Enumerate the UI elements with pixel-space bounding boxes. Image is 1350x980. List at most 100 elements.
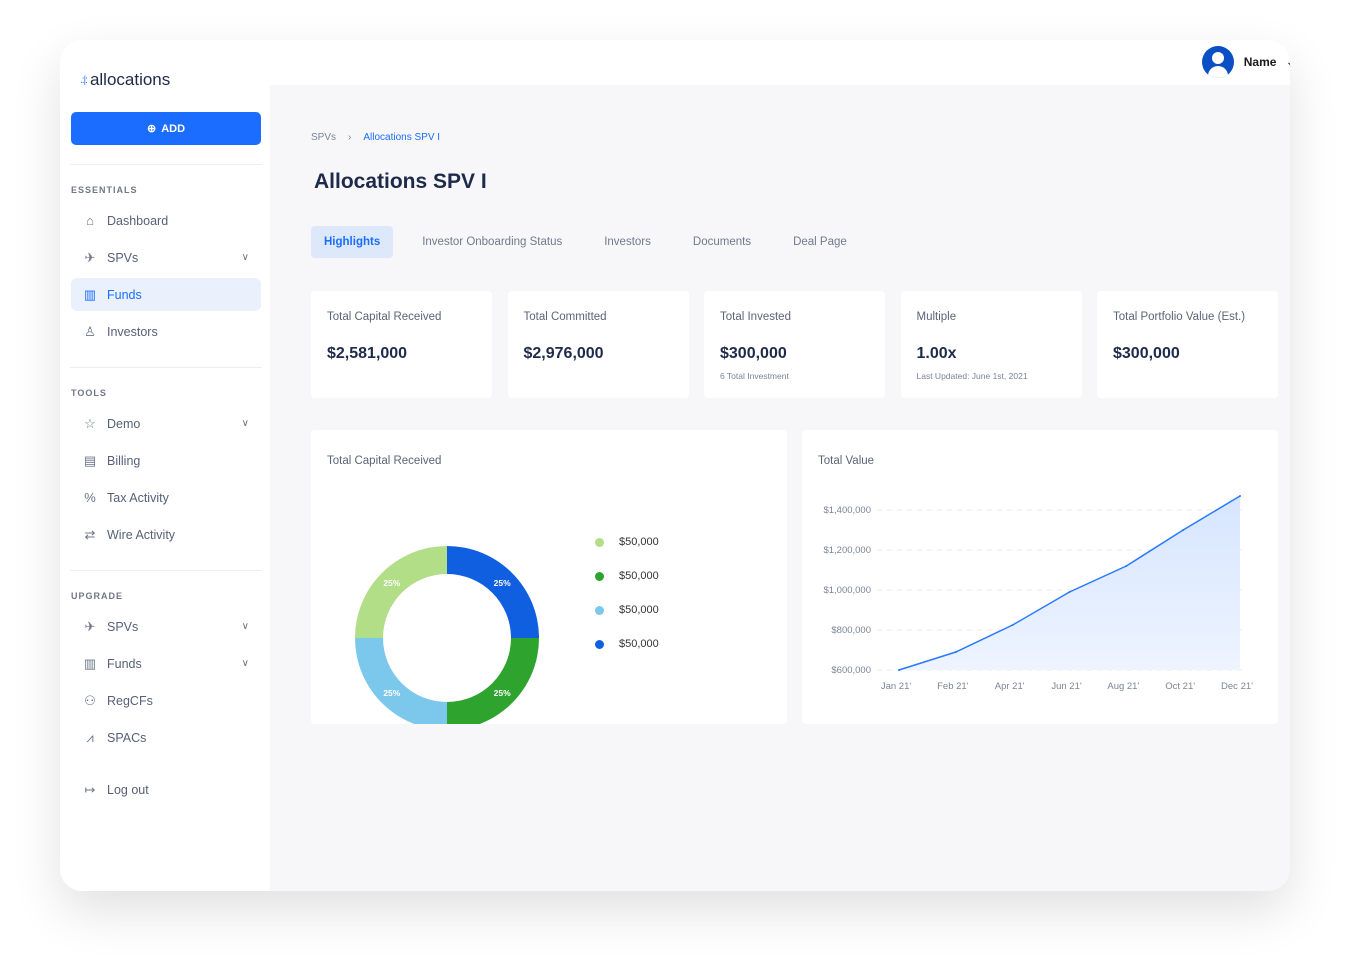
- stat-subtext: 6 Total Investment: [720, 371, 789, 381]
- tab-bar: Highlights Investor Onboarding Status Inve…: [311, 226, 876, 258]
- donut-slice[interactable]: [447, 546, 539, 638]
- data-point[interactable]: [1125, 565, 1128, 567]
- data-point[interactable]: [898, 669, 900, 671]
- user-menu[interactable]: Name ⌄: [1201, 46, 1290, 78]
- donut-slice[interactable]: [355, 638, 447, 724]
- breadcrumb-spvs[interactable]: SPVs: [311, 132, 337, 143]
- sidebar-item-funds[interactable]: ▥ Funds ∨: [71, 647, 261, 680]
- add-button[interactable]: ⊕ ADD: [71, 112, 261, 145]
- app-window: .:|: allocations ⊕ ADD ESSENTIALS ⌂ Dashboa…: [60, 40, 1290, 891]
- sidebar-item-tax-activity[interactable]: % Tax Activity: [71, 481, 261, 514]
- sidebar-item-label: Dashboard: [107, 213, 169, 228]
- data-point[interactable]: [1239, 495, 1241, 497]
- area-fill: [899, 496, 1240, 670]
- donut-slice[interactable]: [447, 638, 539, 724]
- rocket-icon: ✈: [84, 618, 96, 634]
- y-tick-label: $1,200,000: [823, 545, 871, 556]
- receipt-icon: ▤: [83, 452, 97, 468]
- stat-label: Multiple: [916, 311, 957, 323]
- slice-label: 25%: [383, 688, 400, 698]
- stat-card: Multiple 1.00x Last Updated: June 1st, 202…: [900, 291, 1082, 398]
- sidebar-item-label: RegCFs: [107, 693, 153, 708]
- sidebar-item-label: Investors: [107, 324, 158, 339]
- legend-dot: [595, 571, 604, 581]
- data-point[interactable]: [1182, 529, 1185, 531]
- x-tick-label: Apr 21': [995, 681, 1025, 692]
- sidebar-item-label: Tax Activity: [107, 490, 169, 505]
- logout-button[interactable]: ↦ Log out: [71, 773, 261, 806]
- page-title: Allocations SPV I: [314, 170, 487, 193]
- legend-dot: [595, 639, 604, 649]
- sidebar-item-label: Wire Activity: [107, 527, 176, 542]
- tab-deal-page[interactable]: Deal Page: [793, 236, 847, 248]
- sidebar-item-label: SPVs: [107, 619, 139, 634]
- chevron-down-icon: ⌄: [1286, 57, 1290, 68]
- stat-card: Total Capital Received $2,581,000: [311, 291, 492, 398]
- legend-value: $50,000: [619, 604, 659, 616]
- chart-title: Total Value: [818, 455, 875, 467]
- chevron-down-icon[interactable]: ∨: [241, 418, 249, 429]
- legend-item: $50,000: [595, 570, 659, 582]
- section-tools: TOOLS: [71, 388, 107, 398]
- tab-investor-onboarding-status[interactable]: Investor Onboarding Status: [422, 236, 563, 248]
- y-tick-label: $800,000: [831, 625, 871, 636]
- legend-value: $50,000: [619, 638, 659, 650]
- sidebar-item-label: Billing: [107, 453, 141, 468]
- section-upgrade: UPGRADE: [71, 591, 124, 601]
- section-essentials: ESSENTIALS: [71, 185, 138, 195]
- sidebar-item-label: Demo: [107, 416, 141, 431]
- divider: [70, 570, 262, 571]
- star-icon: ☆: [84, 415, 96, 431]
- sidebar-item-billing[interactable]: ▤ Billing: [71, 444, 261, 477]
- stat-card: Total Portfolio Value (Est.) $300,000: [1097, 291, 1278, 398]
- data-point[interactable]: [954, 651, 957, 653]
- sidebar-item-spacs[interactable]: ⩘ SPACs: [71, 721, 261, 754]
- sidebar-item-spvs[interactable]: ✈ SPVs ∨: [71, 241, 261, 274]
- sidebar-item-regcfs[interactable]: ⚇ RegCFs: [71, 684, 261, 717]
- data-point[interactable]: [1068, 591, 1071, 593]
- logo[interactable]: .:|: allocations: [80, 70, 170, 90]
- tab-investors[interactable]: Investors: [604, 236, 651, 248]
- x-tick-label: Aug 21': [1107, 681, 1139, 692]
- data-point[interactable]: [1011, 624, 1014, 626]
- user-icon: ♙: [84, 323, 96, 339]
- sidebar-item-demo[interactable]: ☆ Demo ∨: [71, 407, 261, 440]
- x-tick-label: Jun 21': [1051, 681, 1082, 692]
- chevron-down-icon[interactable]: ∨: [241, 621, 249, 632]
- legend-value: $50,000: [619, 536, 659, 548]
- legend-value: $50,000: [619, 570, 659, 582]
- stat-label: Total Portfolio Value (Est.): [1113, 311, 1246, 323]
- slice-label: 25%: [383, 578, 400, 588]
- user-name: Name: [1243, 55, 1277, 69]
- divider: [70, 367, 262, 368]
- tab-highlights[interactable]: Highlights: [311, 226, 394, 258]
- donut-slice[interactable]: [355, 546, 447, 638]
- legend-item: $50,000: [595, 604, 659, 616]
- area-chart: $600,000 $800,000 $1,000,000 $1,200,000 $1,4…: [823, 495, 1253, 692]
- sidebar-item-dashboard[interactable]: ⌂ Dashboard: [71, 204, 261, 237]
- chevron-down-icon[interactable]: ∨: [241, 658, 249, 669]
- x-tick-label: Dec 21': [1221, 681, 1253, 692]
- stat-value: $300,000: [1113, 345, 1180, 362]
- percent-icon: %: [84, 490, 96, 505]
- logo-icon: .:|:: [80, 74, 88, 86]
- chevron-down-icon[interactable]: ∨: [241, 252, 249, 263]
- stat-value: $2,976,000: [523, 345, 604, 362]
- building-icon: ▥: [83, 286, 97, 302]
- chevron-right-icon: ›: [348, 132, 352, 143]
- sidebar-item-wire-activity[interactable]: ⇄ Wire Activity: [71, 518, 261, 551]
- legend-dot: [595, 537, 604, 547]
- x-tick-label: Oct 21': [1165, 681, 1195, 692]
- sidebar-item-funds[interactable]: ▥ Funds: [71, 278, 261, 311]
- top-bar: Name ⌄: [270, 40, 1290, 85]
- sidebar-item-spvs[interactable]: ✈ SPVs ∨: [71, 610, 261, 643]
- brand-name: allocations: [89, 70, 171, 89]
- home-icon: ⌂: [86, 213, 94, 228]
- tab-documents[interactable]: Documents: [692, 236, 752, 248]
- avatar: [1201, 46, 1234, 78]
- chart-icon: ⩘: [86, 729, 94, 745]
- slice-label: 25%: [494, 688, 511, 698]
- logout-label: Log out: [107, 782, 149, 797]
- y-tick-label: $1,000,000: [823, 585, 871, 596]
- sidebar-item-investors[interactable]: ♙ Investors: [71, 315, 261, 348]
